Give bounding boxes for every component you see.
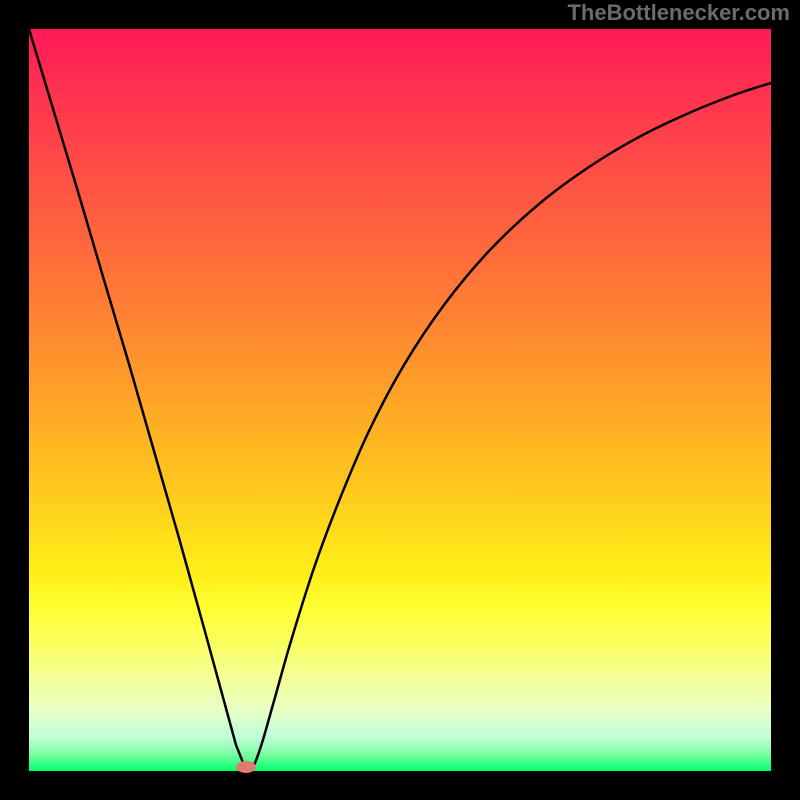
plot-area — [29, 29, 771, 771]
watermark-text: TheBottlenecker.com — [567, 0, 790, 26]
bottleneck-curve — [29, 29, 771, 771]
optimal-point-marker — [236, 761, 256, 773]
chart-container: TheBottlenecker.com — [0, 0, 800, 800]
